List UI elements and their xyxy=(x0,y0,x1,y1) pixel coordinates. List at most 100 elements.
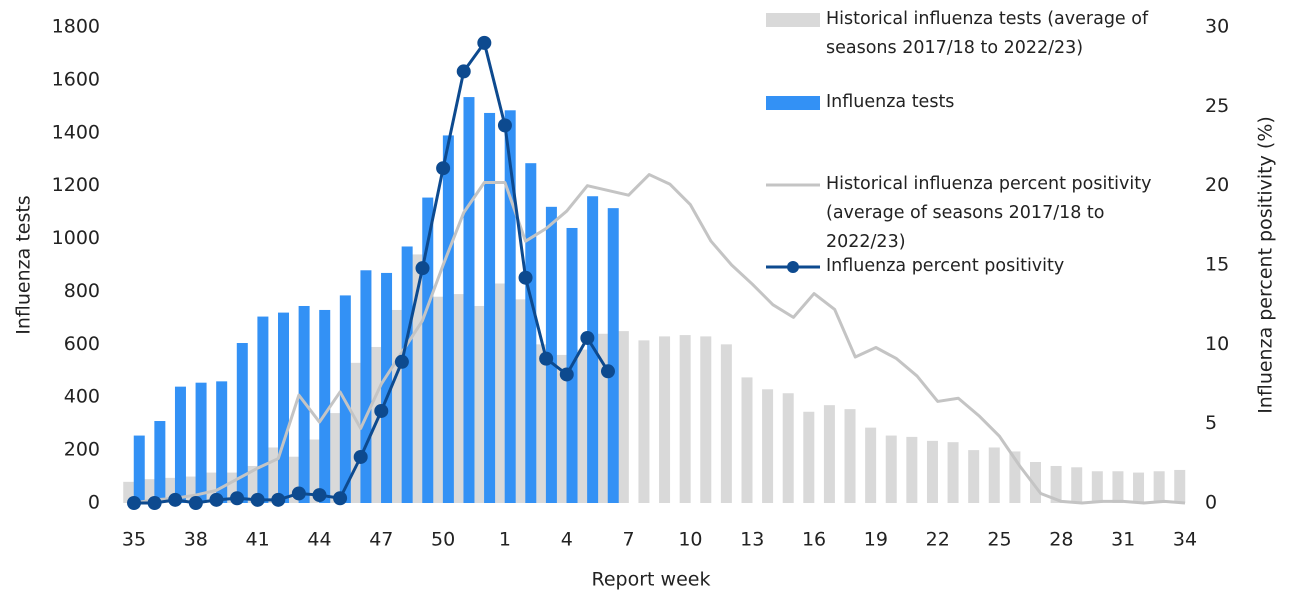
x-tick-label: 31 xyxy=(1111,529,1135,551)
legend-label: Influenza tests xyxy=(826,92,955,112)
y2-tick-label: 20 xyxy=(1205,174,1229,196)
x-tick-label: 25 xyxy=(987,529,1011,551)
bar xyxy=(844,409,856,503)
marker xyxy=(147,496,162,510)
bar xyxy=(216,381,228,503)
bar xyxy=(463,97,475,504)
y2-tick-label: 15 xyxy=(1205,254,1229,276)
y-axis-title: Influenza tests xyxy=(13,195,35,334)
y2-tick-label: 30 xyxy=(1205,16,1229,38)
bar xyxy=(679,335,691,503)
bar xyxy=(319,309,331,503)
bar xyxy=(494,283,506,503)
marker xyxy=(477,35,492,50)
y-tick-label: 1600 xyxy=(52,68,100,90)
legend-label: Historical influenza tests (average of s… xyxy=(826,9,1149,58)
bar xyxy=(185,476,197,503)
marker xyxy=(580,330,595,345)
y-tick-label: 1400 xyxy=(52,121,100,143)
x-tick-label: 4 xyxy=(561,529,573,551)
y-tick-label: 600 xyxy=(64,333,100,355)
bar xyxy=(411,254,423,503)
bar xyxy=(638,340,650,503)
bar xyxy=(154,421,166,503)
bar xyxy=(607,208,619,503)
bar xyxy=(226,472,238,503)
bar xyxy=(762,389,774,503)
bar xyxy=(422,197,434,504)
marker xyxy=(415,261,430,276)
marker xyxy=(518,270,533,285)
x-tick-label: 35 xyxy=(122,529,146,551)
legend-swatch xyxy=(766,96,820,110)
y2-tick-label: 5 xyxy=(1205,412,1217,434)
bar xyxy=(278,312,290,503)
bar xyxy=(1050,465,1062,503)
x-tick-label: 34 xyxy=(1173,529,1197,551)
marker xyxy=(209,492,224,507)
y-tick-label: 0 xyxy=(88,492,100,514)
x-tick-label: 44 xyxy=(307,529,331,551)
x-tick-label: 50 xyxy=(431,529,455,551)
bar xyxy=(432,296,444,503)
bar xyxy=(267,447,279,503)
bar xyxy=(123,481,135,503)
bar xyxy=(143,479,155,503)
bar xyxy=(823,405,835,503)
marker xyxy=(353,449,368,464)
bar xyxy=(329,413,341,503)
x-tick-label: 10 xyxy=(678,529,702,551)
bar xyxy=(947,442,959,503)
bar xyxy=(576,349,588,503)
x-tick-label: 38 xyxy=(184,529,208,551)
bar xyxy=(308,439,320,503)
y-tick-label: 800 xyxy=(64,280,100,302)
x-tick-label: 7 xyxy=(623,529,635,551)
bar xyxy=(391,309,403,503)
bar xyxy=(988,447,1000,503)
bar xyxy=(473,305,485,503)
bar xyxy=(865,427,877,503)
bar xyxy=(1174,469,1186,503)
marker xyxy=(188,496,203,510)
y-tick-label: 1000 xyxy=(52,227,100,249)
bar xyxy=(926,440,938,503)
y-tick-label: 1800 xyxy=(52,16,100,38)
bar xyxy=(1071,467,1083,503)
x-tick-label: 41 xyxy=(246,529,270,551)
bar xyxy=(442,135,454,503)
bar xyxy=(246,465,258,503)
y2-tick-label: 25 xyxy=(1205,95,1229,117)
bar xyxy=(535,344,547,503)
bar xyxy=(360,270,372,503)
legend-label: Historical influenza percent positivity … xyxy=(826,174,1152,252)
marker xyxy=(497,118,512,133)
bar xyxy=(1153,471,1165,503)
x-tick-label: 19 xyxy=(864,529,888,551)
bar xyxy=(133,435,145,503)
bar xyxy=(164,477,176,503)
bar xyxy=(587,196,599,503)
x-tick-label: 16 xyxy=(802,529,826,551)
marker xyxy=(312,488,327,503)
bar xyxy=(1009,451,1021,503)
marker xyxy=(539,351,554,366)
x-tick-label: 13 xyxy=(740,529,764,551)
bar xyxy=(741,377,753,503)
bar xyxy=(597,333,609,503)
bar xyxy=(720,344,732,503)
bar xyxy=(174,386,186,503)
y2-tick-label: 0 xyxy=(1205,492,1217,514)
bar xyxy=(349,362,361,503)
y-tick-label: 1200 xyxy=(52,174,100,196)
x-tick-label: 1 xyxy=(499,529,511,551)
marker xyxy=(168,492,183,507)
bar xyxy=(236,343,248,503)
marker xyxy=(394,354,409,369)
legend-swatch xyxy=(766,13,820,27)
bar xyxy=(205,472,217,503)
marker xyxy=(271,492,286,507)
x-tick-label: 22 xyxy=(926,529,950,551)
bar xyxy=(514,299,526,503)
